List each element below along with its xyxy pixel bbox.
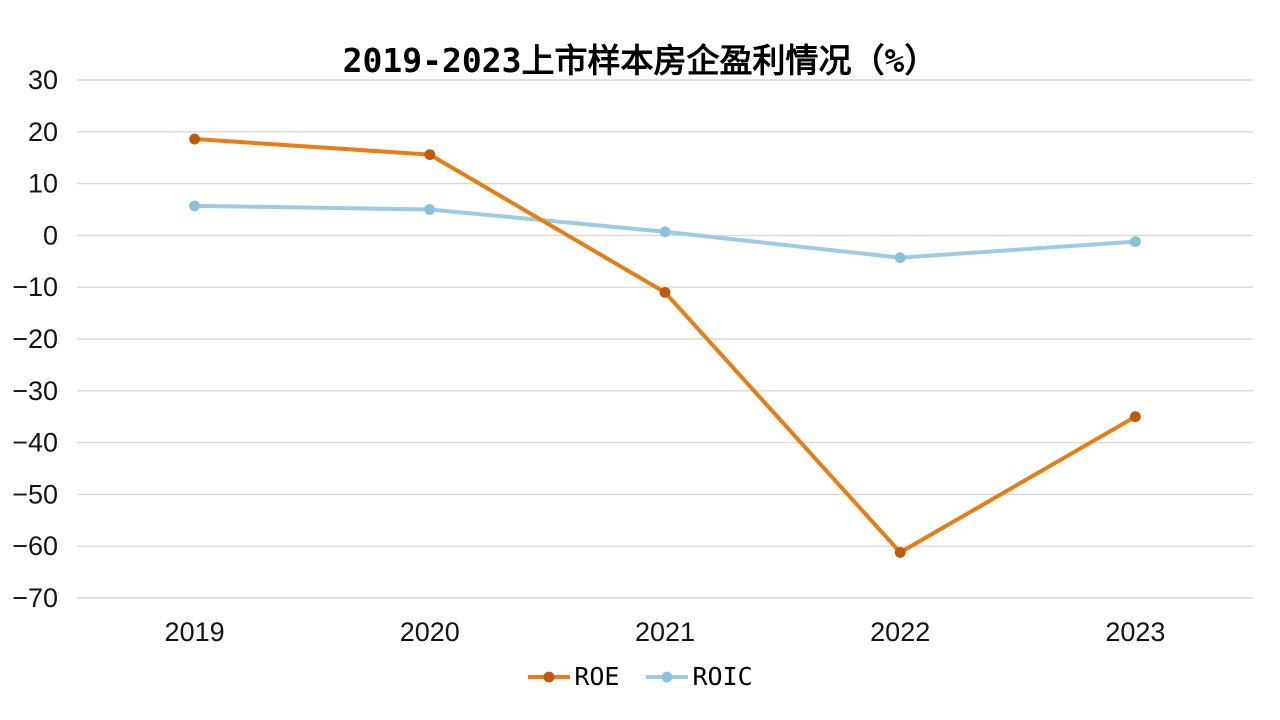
legend-item-roe: ROE [527, 662, 619, 691]
legend-marker-roic [646, 671, 689, 682]
legend-marker-roe [528, 671, 571, 682]
x-tick-label: 2019 [165, 617, 225, 647]
data-point-roic-2021 [659, 226, 671, 238]
data-point-roic-2019 [189, 200, 201, 212]
y-tick-label: −20 [12, 324, 58, 354]
chart-title: 2019-2023上市样本房企盈利情况（%） [342, 41, 938, 80]
data-point-roic-2020 [424, 204, 436, 215]
y-tick-label: 30 [28, 65, 58, 95]
x-tick-label: 2020 [400, 617, 460, 647]
chart-legend: ROE ROIC [0, 662, 1280, 691]
y-tick-label: −70 [12, 583, 58, 613]
data-point-roe-2022 [894, 547, 906, 558]
y-tick-label: −60 [12, 531, 58, 561]
legend-label-roic: ROIC [692, 662, 753, 691]
x-tick-label: 2023 [1105, 617, 1165, 647]
x-tick-label: 2022 [870, 617, 930, 647]
y-tick-label: −10 [12, 272, 58, 302]
y-tick-label: 20 [28, 117, 58, 147]
data-point-roe-2019 [189, 133, 201, 145]
series-line-roe [192, 137, 1138, 555]
y-tick-label: −50 [12, 479, 58, 509]
legend-item-roic: ROIC [645, 662, 753, 691]
y-tick-label: −30 [12, 376, 58, 406]
data-point-roe-2020 [424, 149, 436, 160]
y-tick-label: 10 [28, 169, 58, 199]
data-point-roic-2023 [1130, 236, 1141, 248]
y-tick-label: 0 [43, 220, 58, 250]
data-point-roic-2022 [894, 252, 906, 264]
data-point-roe-2023 [1130, 411, 1141, 423]
legend-label-roe: ROE [574, 662, 620, 691]
x-tick-label: 2021 [635, 617, 695, 647]
data-point-roe-2021 [659, 286, 671, 298]
y-tick-label: −40 [12, 428, 58, 458]
